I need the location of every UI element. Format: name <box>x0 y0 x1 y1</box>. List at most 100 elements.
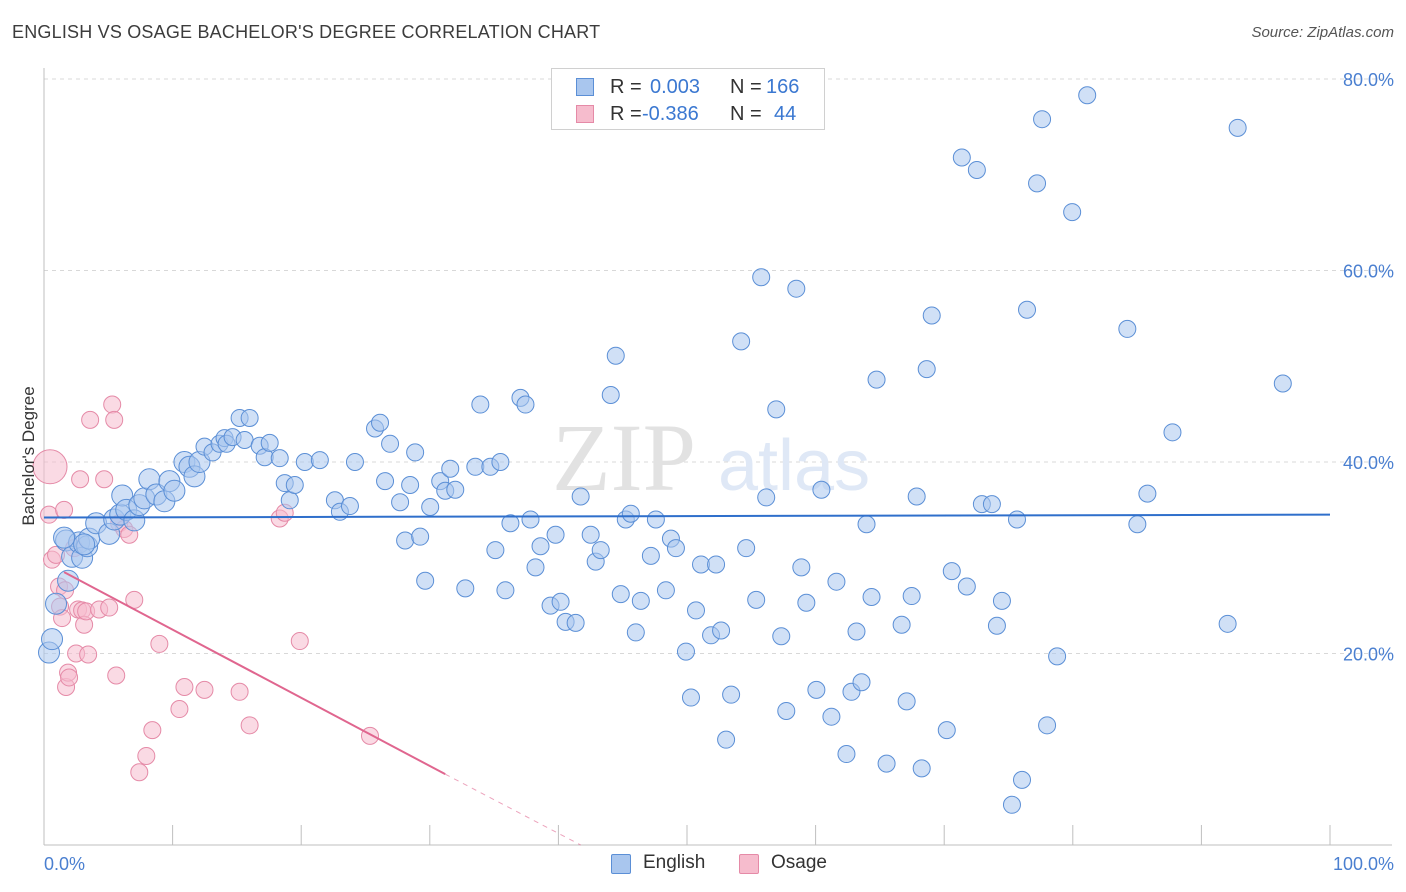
osage-point <box>361 726 380 745</box>
english-point <box>1007 510 1026 529</box>
english-point <box>626 623 645 642</box>
english-point <box>401 475 420 494</box>
english-point <box>235 430 254 449</box>
english-point <box>606 346 625 365</box>
english-point <box>1128 515 1147 534</box>
x-axis-min-label: 0.0% <box>44 854 85 874</box>
english-point <box>722 685 741 704</box>
osage-legend-label: Osage <box>771 852 827 873</box>
osage-point <box>150 634 169 653</box>
english-point <box>240 408 259 427</box>
english-point <box>531 537 550 556</box>
english-point <box>421 498 440 517</box>
y-tick-labels: 20.0% 40.0% 60.0% 80.0% <box>1343 70 1394 665</box>
english-point <box>912 759 931 778</box>
y-tick-label-80: 80.0% <box>1343 70 1394 90</box>
english-point <box>1048 647 1067 666</box>
english-point <box>987 616 1006 635</box>
osage-point <box>230 682 249 701</box>
english-point <box>812 480 831 499</box>
osage-point <box>195 680 214 699</box>
english-point <box>807 680 826 699</box>
english-point <box>792 558 811 577</box>
english-point <box>707 555 726 574</box>
english-point <box>1038 716 1057 735</box>
osage-legend-swatch <box>739 854 759 874</box>
english-point <box>526 558 545 577</box>
english-point <box>491 453 510 471</box>
english-trend-line <box>43 513 1331 519</box>
english-point <box>446 480 465 499</box>
english-point <box>391 493 410 512</box>
english-point <box>897 692 916 711</box>
english-point <box>285 475 304 494</box>
osage-point <box>81 410 100 429</box>
english-point <box>676 642 695 661</box>
english-point <box>441 459 460 478</box>
english-point <box>1228 118 1247 137</box>
english-point <box>340 497 359 516</box>
english-point <box>295 453 314 471</box>
osage-point <box>290 632 309 651</box>
y-tick-label-60: 60.0% <box>1343 262 1394 282</box>
english-point <box>797 593 816 612</box>
y-axis-title: Bachelor's Degree <box>19 386 38 525</box>
english-legend-label: English <box>643 852 706 873</box>
english-point <box>581 525 600 544</box>
osage-point <box>95 470 114 489</box>
english-point <box>646 510 665 529</box>
english-point <box>787 279 806 298</box>
osage-point <box>107 666 126 685</box>
osage-point <box>175 678 194 697</box>
english-point <box>747 590 766 609</box>
osage-point <box>32 449 68 485</box>
english-point <box>53 526 76 549</box>
english-point <box>41 628 64 651</box>
osage-point <box>143 721 162 740</box>
english-point <box>867 370 886 389</box>
english-point <box>967 160 986 179</box>
source-label: Source: ZipAtlas.com <box>1251 24 1394 41</box>
english-point <box>666 539 685 558</box>
english-r-value: 0.003 <box>650 76 701 98</box>
english-point <box>486 541 505 560</box>
osage-point <box>137 746 156 765</box>
english-point <box>1033 110 1052 129</box>
osage-point <box>130 763 149 782</box>
osage-n-value: 44 <box>774 103 797 125</box>
english-point <box>902 587 921 606</box>
english-point <box>922 306 941 325</box>
english-point <box>837 745 856 764</box>
english-point <box>732 332 751 351</box>
english-point <box>1002 795 1021 814</box>
english-point <box>1013 770 1032 789</box>
english-point <box>852 673 871 692</box>
english-point <box>892 615 911 634</box>
english-point <box>777 701 796 720</box>
english-point <box>411 527 430 546</box>
english-point <box>847 622 866 641</box>
osage-point <box>170 700 189 719</box>
english-point <box>957 577 976 596</box>
english-point <box>712 621 731 640</box>
y-tick-label-40: 40.0% <box>1343 453 1394 473</box>
english-point <box>73 533 96 556</box>
english-point <box>571 487 590 506</box>
osage-trend-extension <box>445 773 581 846</box>
english-point <box>45 592 68 615</box>
english-point <box>681 688 700 707</box>
osage-point <box>240 716 259 735</box>
english-point <box>551 592 570 611</box>
osage-swatch <box>576 105 594 123</box>
english-point <box>376 472 395 491</box>
english-point <box>687 601 706 620</box>
watermark-atlas: atlas <box>718 426 870 506</box>
english-point <box>371 413 390 432</box>
english-swatch <box>576 78 594 96</box>
y-tick-label-20: 20.0% <box>1343 645 1394 665</box>
english-point <box>501 514 520 533</box>
english-point <box>942 562 961 581</box>
english-point <box>1028 174 1047 193</box>
english-point <box>877 754 896 773</box>
